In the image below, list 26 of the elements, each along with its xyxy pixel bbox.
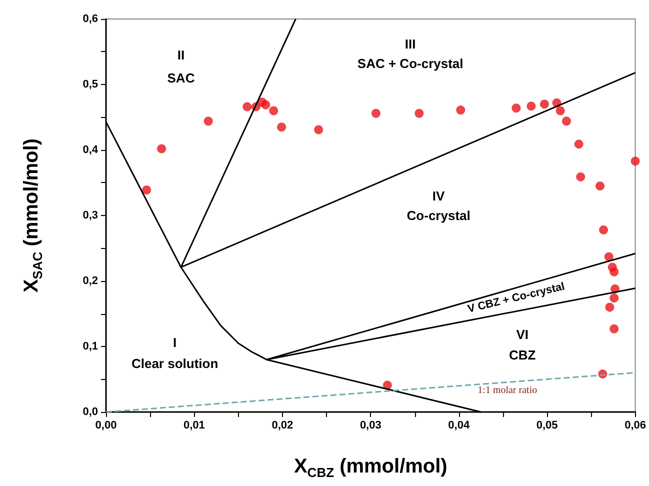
y-axis-title: XSAC (mmol/mol) [20,138,45,293]
x-tick-label: 0,04 [448,420,470,432]
annotation: SAC + Co-crystal [357,56,464,72]
annotation: Co-crystal [406,208,470,223]
annotation: CBZ [509,348,536,363]
x-tick-label: 0,01 [184,420,205,432]
annotation: III [404,36,416,52]
y-tick-label: 0,4 [82,144,99,156]
y-tick-label: 0,5 [82,78,98,90]
y-tick-label: 0,1 [82,340,98,352]
y-tick-label: 0,2 [82,275,98,287]
x-tick-label: 0,06 [624,420,646,432]
annotation: I [172,335,177,350]
x-tick-label: 0,02 [272,420,294,432]
y-tick-label: 0,6 [82,13,98,25]
annotation: II [177,48,185,63]
annotation: Clear solution [131,356,218,372]
annotation: IV [432,188,446,204]
annotation: VI [516,327,529,342]
x-tick-label: 0,00 [95,420,117,432]
x-tick-label: 0,05 [536,420,558,432]
annotation: 1:1 molar ratio [478,384,538,396]
y-tick-label: 0,0 [82,406,98,418]
x-tick-label: 0,03 [360,420,382,432]
y-tick-label: 0,3 [82,210,98,222]
annotation: SAC [167,70,196,86]
